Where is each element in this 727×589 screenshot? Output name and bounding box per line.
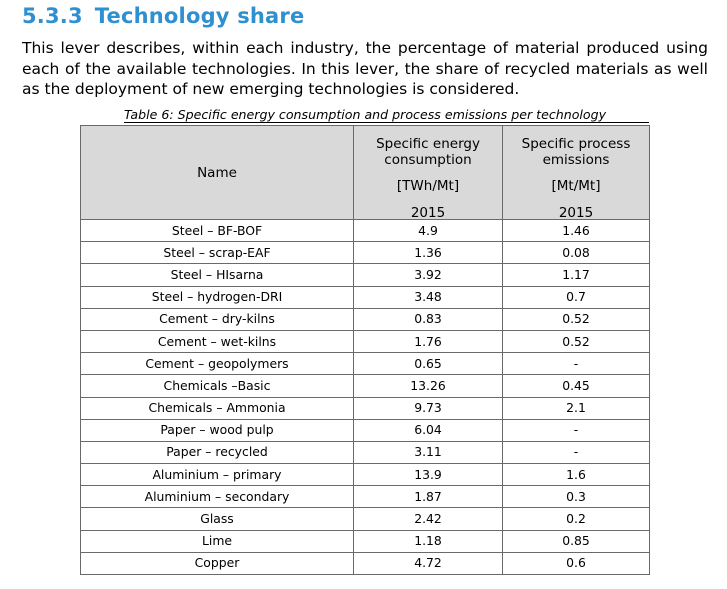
cell-energy: 1.76 xyxy=(353,329,503,354)
header-name: Name xyxy=(80,125,354,220)
cell-energy: 6.04 xyxy=(353,418,503,442)
table-row: Cement – wet-kilns 1.76 0.52 xyxy=(80,329,650,354)
header-energy: Specific energy consumption [TWh/Mt] 201… xyxy=(353,125,503,221)
table-row: Paper – recycled 3.11- xyxy=(80,440,650,465)
cell-emissions: 1.46 xyxy=(502,218,650,243)
header-name-label: Name xyxy=(197,164,237,181)
table-row: Steel – BF-BOF 4.9 1.46 xyxy=(80,218,650,243)
table-header-row: Name Specific energy consumption [TWh/Mt… xyxy=(80,125,650,221)
table-row: Glass 2.42 0.2 xyxy=(80,507,650,531)
table-row: Steel – hydrogen-DRI 3.48 0.7 xyxy=(80,285,650,309)
header-emissions-year: 2015 xyxy=(558,205,594,221)
cell-emissions: - xyxy=(502,418,650,442)
cell-energy: 13.9 xyxy=(353,463,503,487)
table-row: Chemicals – Ammonia 9.73 2.1 xyxy=(80,396,650,420)
cell-name: Lime xyxy=(80,529,354,553)
table-row: Cement – geopolymers 0.65- xyxy=(80,352,650,376)
cell-name: Cement – wet-kilns xyxy=(80,329,354,354)
cell-name: Chemicals –Basic xyxy=(80,374,354,398)
cell-name: Steel – HIsarna xyxy=(80,263,354,287)
cell-energy: 1.18 xyxy=(353,529,503,553)
cell-name: Chemicals – Ammonia xyxy=(80,396,354,420)
cell-name: Steel – hydrogen-DRI xyxy=(80,285,354,309)
cell-emissions: 0.52 xyxy=(502,329,650,354)
table-row: Paper – wood pulp 6.04- xyxy=(80,418,650,442)
table-caption: Table 6: Specific energy consumption and… xyxy=(124,107,649,123)
section-title: Technology share xyxy=(94,4,305,28)
cell-name: Paper – wood pulp xyxy=(80,418,354,442)
table-row: Aluminium – primary 13.9 1.6 xyxy=(80,463,650,487)
table-body: Steel – BF-BOF 4.9 1.46 Steel – scrap-EAF 1.… xyxy=(80,218,650,576)
table-row: Lime 1.18 0.85 xyxy=(80,529,650,553)
cell-energy: 13.26 xyxy=(353,374,503,398)
table-row: Steel – scrap-EAF 1.36 0.08 xyxy=(80,241,650,265)
cell-energy: 3.48 xyxy=(353,285,503,309)
cell-name: Glass xyxy=(80,507,354,531)
table-row: Steel – HIsarna 3.92 1.17 xyxy=(80,263,650,287)
cell-name: Cement – dry-kilns xyxy=(80,307,354,331)
cell-name: Cement – geopolymers xyxy=(80,352,354,376)
cell-energy: 0.65 xyxy=(353,352,503,376)
cell-emissions: 0.7 xyxy=(502,285,650,309)
cell-emissions: 0.3 xyxy=(502,485,650,509)
table-row: Aluminium – secondary 1.87 0.3 xyxy=(80,485,650,509)
technology-table: Name Specific energy consumption [TWh/Mt… xyxy=(80,125,650,576)
header-emissions-title: Specific process emissions xyxy=(521,136,631,168)
table-row: Chemicals –Basic 13.26 0.45 xyxy=(80,374,650,398)
cell-energy: 1.87 xyxy=(353,485,503,509)
cell-emissions: 1.17 xyxy=(502,263,650,287)
cell-emissions: 1.6 xyxy=(502,463,650,487)
cell-emissions: 0.45 xyxy=(502,374,650,398)
header-energy-unit: [TWh/Mt] xyxy=(396,178,460,194)
cell-emissions: 0.6 xyxy=(502,551,650,576)
cell-name: Aluminium – primary xyxy=(80,463,354,487)
header-emissions-unit: [Mt/Mt] xyxy=(551,178,601,194)
header-energy-title: Specific energy consumption xyxy=(376,136,480,168)
cell-energy: 3.11 xyxy=(353,440,503,465)
cell-name: Copper xyxy=(80,551,354,576)
cell-energy: 0.83 xyxy=(353,307,503,331)
cell-name: Aluminium – secondary xyxy=(80,485,354,509)
cell-energy: 4.9 xyxy=(353,218,503,243)
cell-emissions: 2.1 xyxy=(502,396,650,420)
header-emissions: Specific process emissions [Mt/Mt] 2015 xyxy=(502,125,650,221)
section-heading: 5.3.3 Technology share xyxy=(22,4,304,28)
cell-energy: 4.72 xyxy=(353,551,503,576)
cell-energy: 9.73 xyxy=(353,396,503,420)
header-energy-year: 2015 xyxy=(410,205,446,221)
cell-energy: 2.42 xyxy=(353,507,503,531)
table-row: Copper 4.72 0.6 xyxy=(80,551,650,576)
cell-emissions: - xyxy=(502,352,650,376)
cell-name: Steel – BF-BOF xyxy=(80,218,354,243)
table-row: Cement – dry-kilns 0.83 0.52 xyxy=(80,307,650,331)
section-paragraph: This lever describes, within each indust… xyxy=(22,39,708,99)
section-number: 5.3.3 xyxy=(22,4,83,28)
cell-energy: 3.92 xyxy=(353,263,503,287)
cell-emissions: 0.08 xyxy=(502,241,650,265)
cell-emissions: 0.2 xyxy=(502,507,650,531)
cell-energy: 1.36 xyxy=(353,241,503,265)
cell-emissions: - xyxy=(502,440,650,465)
cell-emissions: 0.85 xyxy=(502,529,650,553)
cell-name: Paper – recycled xyxy=(80,440,354,465)
cell-name: Steel – scrap-EAF xyxy=(80,241,354,265)
cell-emissions: 0.52 xyxy=(502,307,650,331)
